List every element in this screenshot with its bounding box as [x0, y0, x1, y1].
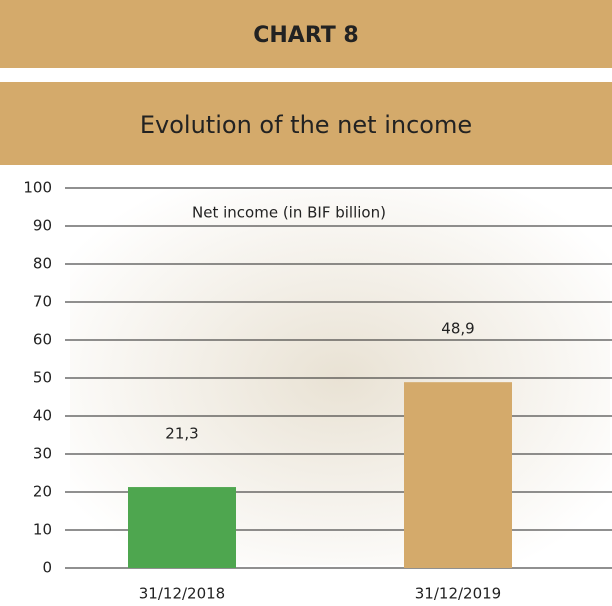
title-band: [0, 0, 612, 68]
x-tick-label: 31/12/2018: [139, 585, 225, 603]
bar: [128, 487, 236, 568]
y-tick-label: 20: [33, 483, 52, 501]
chart-title: CHART 8: [253, 23, 359, 48]
y-tick-label: 30: [33, 445, 52, 463]
x-tick-label: 31/12/2019: [415, 585, 501, 603]
subtitle-band: [0, 82, 612, 165]
value-label: 48,9: [441, 320, 474, 338]
y-tick-label: 100: [23, 179, 52, 197]
y-tick-label: 50: [33, 369, 52, 387]
chart-subtitle: Evolution of the net income: [140, 111, 472, 139]
y-tick-label: 80: [33, 255, 52, 273]
y-tick-label: 60: [33, 331, 52, 349]
value-label: 21,3: [165, 425, 198, 443]
bar: [404, 382, 512, 568]
series-name: Net income (in BIF billion): [192, 204, 386, 222]
y-tick-label: 70: [33, 293, 52, 311]
y-tick-label: 10: [33, 521, 52, 539]
y-tick-label: 90: [33, 217, 52, 235]
y-tick-label: 40: [33, 407, 52, 425]
y-tick-label: 0: [42, 559, 52, 577]
